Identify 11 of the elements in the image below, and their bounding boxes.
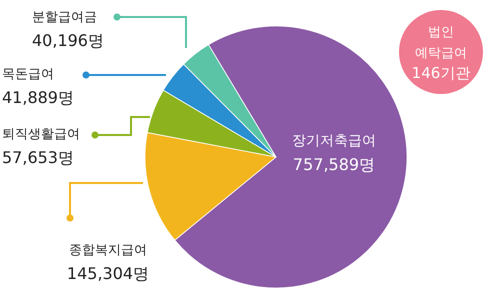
slice-label: 종합복지급여 [69,243,147,258]
legend-label: 분할급여금 [32,10,97,25]
data-label: 57,653명 [2,148,74,167]
legend-label: 퇴직생활급여 [2,127,80,142]
legend-label: 목돈급여 [2,67,54,82]
data-label: 757,589명 [292,155,376,174]
data-label: 40,196명 [32,31,104,50]
slice-label: 장기저축급여 [292,133,376,149]
data-label: 41,889명 [2,88,74,107]
text: 법인 예탁급여 146기관 [412,25,470,82]
data-label: 145,304명 [66,264,150,283]
